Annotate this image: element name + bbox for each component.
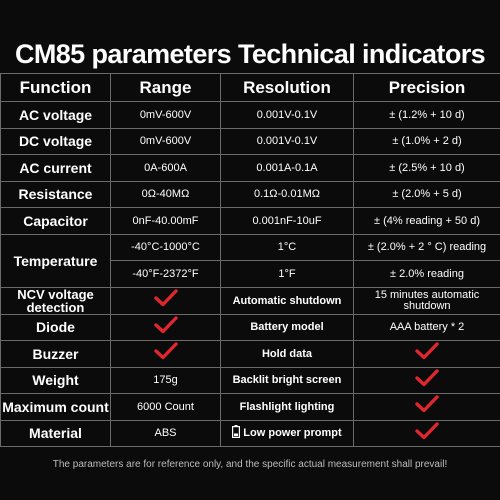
function-cell: AC voltage (0, 101, 111, 129)
feature-value-cell: AAA battery * 2 (353, 313, 500, 341)
range-cell: -40°C-1000°C (110, 233, 221, 261)
function-cell: Temperature (0, 233, 111, 288)
precision-cell: ± (2.5% + 10 d) (353, 154, 500, 182)
resolution-cell: 0.001V-0.1V (220, 101, 354, 129)
check-cell (110, 286, 221, 315)
checkmark-icon (153, 342, 178, 365)
checkmark-icon (153, 316, 178, 339)
checkmark-icon (415, 369, 439, 392)
checkmark-icon (415, 342, 439, 365)
function-cell: Maximum count (0, 393, 111, 421)
function-cell: Diode (0, 313, 111, 341)
table-row: Diode Battery model AAA battery * 2 (0, 313, 500, 341)
precision-cell: ± (1.2% + 10 d) (353, 101, 500, 129)
checkmark-icon (415, 395, 439, 418)
check-cell (353, 340, 500, 368)
feature-label: Low power prompt (243, 427, 342, 440)
feature-cell: Backlit bright screen (220, 366, 354, 394)
function-cell: AC current (0, 154, 111, 182)
check-cell (353, 393, 500, 421)
battery-icon (232, 425, 241, 441)
function-cell: NCV voltage detection (0, 286, 111, 315)
spec-table: Function Range Resolution Precision AC v… (0, 73, 500, 447)
feature-cell: Flashlight lighting (220, 393, 354, 421)
feature-cell: Low power prompt (220, 419, 354, 447)
range-cell: 0nF-40.00mF (110, 207, 221, 235)
value-cell: 6000 Count (110, 393, 221, 421)
resolution-cell: 0.001nF-10uF (220, 207, 354, 235)
feature-cell: Automatic shutdown (220, 286, 354, 315)
table-row: DC voltage 0mV-600V 0.001V-0.1V ± (1.0% … (0, 127, 500, 155)
table-row: Resistance 0Ω-40MΩ 0.1Ω-0.01MΩ ± (2.0% +… (0, 180, 500, 208)
check-cell (353, 419, 500, 447)
value-cell: ABS (110, 419, 221, 447)
checkmark-icon (415, 422, 439, 445)
feature-cell: Hold data (220, 340, 354, 368)
range-cell: 0mV-600V (110, 127, 221, 155)
resolution-cell: 0.1Ω-0.01MΩ (220, 180, 354, 208)
range-cell: 0A-600A (110, 154, 221, 182)
range-cell: -40°F-2372°F (110, 260, 221, 288)
check-cell (353, 366, 500, 394)
function-cell: Resistance (0, 180, 111, 208)
header-function: Function (0, 73, 111, 102)
function-cell: Buzzer (0, 340, 111, 368)
table-row: AC voltage 0mV-600V 0.001V-0.1V ± (1.2% … (0, 101, 500, 129)
table-row: NCV voltage detection Automatic shutdown… (0, 286, 500, 315)
check-cell (110, 313, 221, 341)
precision-cell: ± (2.0% + 5 d) (353, 180, 500, 208)
resolution-cell: 1°F (220, 260, 354, 288)
function-cell: Weight (0, 366, 111, 394)
resolution-cell: 0.001A-0.1A (220, 154, 354, 182)
range-cell: 0Ω-40MΩ (110, 180, 221, 208)
feature-value-cell: 15 minutes automatic shutdown (353, 286, 500, 315)
precision-cell: ± 2.0% reading (353, 260, 500, 288)
table-row: Capacitor 0nF-40.00mF 0.001nF-10uF ± (4%… (0, 207, 500, 235)
footer-note: The parameters are for reference only, a… (52, 459, 448, 470)
table-row: Material ABS Low power prompt (0, 419, 500, 447)
check-cell (110, 340, 221, 368)
precision-cell: ± (4% reading + 50 d) (353, 207, 500, 235)
page-title: CM85 parameters Technical indicators (14, 39, 486, 69)
function-cell: Material (0, 419, 111, 447)
checkmark-icon (153, 289, 178, 312)
table-row: Buzzer Hold data (0, 340, 500, 368)
precision-cell: ± (1.0% + 2 d) (353, 127, 500, 155)
range-cell: 0mV-600V (110, 101, 221, 129)
table-row: Weight 175g Backlit bright screen (0, 366, 500, 394)
resolution-cell: 0.001V-0.1V (220, 127, 354, 155)
table-row: AC current 0A-600A 0.001A-0.1A ± (2.5% +… (0, 154, 500, 182)
header-range: Range (110, 73, 221, 102)
feature-cell: Battery model (220, 313, 354, 341)
table-row: Temperature -40°C-1000°C 1°C ± (2.0% + 2… (0, 233, 500, 288)
precision-cell: ± (2.0% + 2 ° C) reading (353, 233, 500, 261)
value-cell: 175g (110, 366, 221, 394)
table-row: Maximum count 6000 Count Flashlight ligh… (0, 393, 500, 421)
header-resolution: Resolution (220, 73, 354, 102)
function-cell: DC voltage (0, 127, 111, 155)
table-header-row: Function Range Resolution Precision (0, 73, 500, 102)
function-cell: Capacitor (0, 207, 111, 235)
header-precision: Precision (353, 73, 500, 102)
resolution-cell: 1°C (220, 233, 354, 261)
